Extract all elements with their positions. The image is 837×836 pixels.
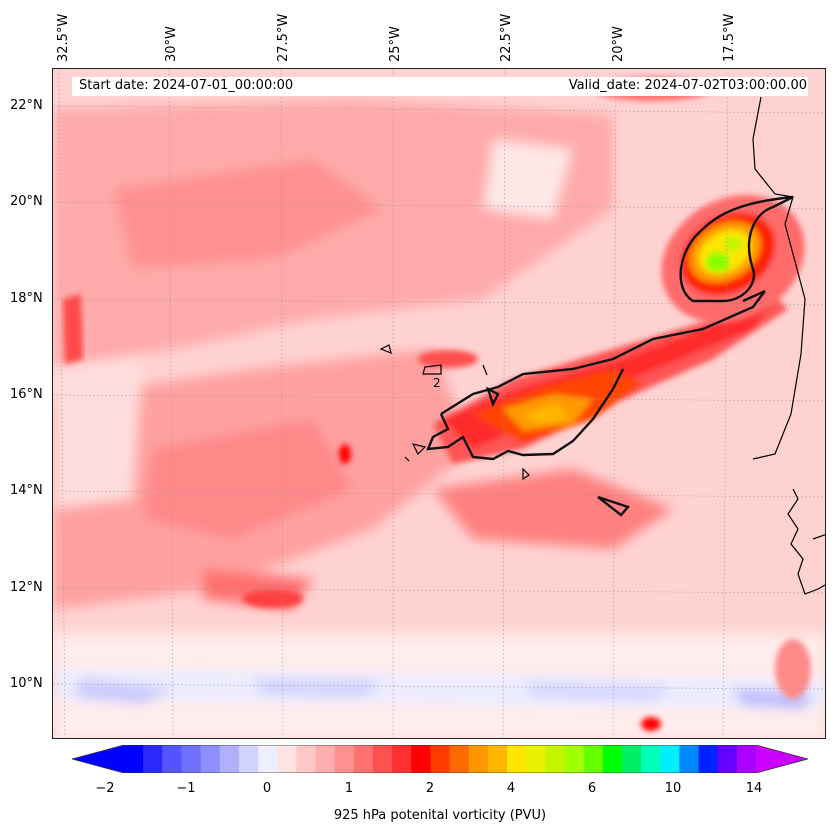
- cape-verde-islands: [379, 344, 530, 481]
- colorbar-swatch: [258, 745, 278, 773]
- lon-label-25w: 25°W: [388, 26, 403, 62]
- pv-west-edge-patch: [63, 294, 83, 364]
- colorbar-swatch: [143, 745, 163, 773]
- colorbar-swatch: [602, 745, 623, 773]
- colorbar-swatch: [238, 745, 259, 773]
- map-panel: 2: [52, 68, 826, 739]
- lon-label-20w: 20°W: [611, 26, 626, 62]
- info-bar: [72, 77, 808, 96]
- colorbar-swatch: [296, 745, 317, 773]
- colorbar-swatch: [507, 745, 527, 773]
- lat-label-20n: 20°N: [10, 194, 43, 209]
- colorbar-swatch: [392, 745, 412, 773]
- lat-label-10n: 10°N: [10, 676, 43, 691]
- lat-label-22n: 22°N: [10, 98, 43, 113]
- lon-label-32-5w: 32.5°W: [56, 13, 71, 62]
- colorbar-swatch: [277, 745, 297, 773]
- start-date-label: Start date: 2024-07-01_00:00:00: [79, 78, 294, 93]
- colorbar-swatch: [564, 745, 585, 773]
- colorbar-tick: 4: [506, 781, 516, 796]
- colorbar-tick: −2: [95, 781, 115, 796]
- colorbar-swatch: [449, 745, 470, 773]
- colorbar-swatch: [124, 745, 144, 773]
- lon-label-22-5w: 22.5°W: [499, 13, 514, 62]
- lon-label-17-5w: 17.5°W: [722, 13, 737, 62]
- colorbar-tick: 1: [344, 781, 354, 796]
- colorbar-swatch: [545, 745, 565, 773]
- colorbar-swatch: [315, 745, 336, 773]
- colorbar-swatch: [411, 745, 431, 773]
- pv-main-filament: [433, 294, 788, 464]
- pv-southern-band: [53, 139, 825, 738]
- lat-label-18n: 18°N: [10, 291, 43, 306]
- coastline: [752, 96, 825, 595]
- lat-label-14n: 14°N: [10, 483, 43, 498]
- colorbar-swatch: [334, 745, 355, 773]
- colorbar-extend-right: [756, 745, 808, 773]
- colorbar-tick: 10: [664, 781, 682, 796]
- colorbar-swatch: [353, 745, 374, 773]
- colorbar-swatch: [487, 745, 508, 773]
- colorbar-swatch: [660, 745, 680, 773]
- colorbar-extend-left: [72, 745, 124, 773]
- graticule: [53, 69, 825, 738]
- colorbar-swatch: [468, 745, 489, 773]
- colorbar-swatch: [621, 745, 642, 773]
- pv-field-map: 2: [53, 69, 825, 738]
- colorbar: [72, 745, 808, 773]
- lat-label-12n: 12°N: [10, 580, 43, 595]
- lon-label-27-5w: 27.5°W: [276, 13, 291, 62]
- colorbar-swatch: [526, 745, 546, 773]
- colorbar-swatch: [200, 745, 221, 773]
- colorbar-swatch: [698, 745, 719, 773]
- contour-label-2: 2: [433, 376, 441, 390]
- colorbar-swatch: [736, 745, 757, 773]
- colorbar-tick: 6: [587, 781, 597, 796]
- colorbar-tick: −1: [176, 781, 196, 796]
- colorbar-swatch: [181, 745, 202, 773]
- colorbar-tick: 0: [262, 781, 272, 796]
- lat-label-16n: 16°N: [10, 387, 43, 402]
- colorbar-swatch: [162, 745, 182, 773]
- valid-date-label: Valid_date: 2024-07-02T03:00:00.00: [568, 78, 807, 93]
- colorbar-tick: 14: [745, 781, 763, 796]
- colorbar-swatch: [679, 745, 700, 773]
- colorbar-swatch: [717, 745, 738, 773]
- colorbar-swatch: [430, 745, 451, 773]
- lon-label-30w: 30°W: [164, 26, 179, 62]
- pv-broad-field: [53, 99, 673, 609]
- colorbar-swatch: [641, 745, 661, 773]
- colorbar-swatch: [583, 745, 604, 773]
- colorbar-swatch: [372, 745, 393, 773]
- colorbar-label: 925 hPa potenital vorticity (PVU): [333, 808, 547, 823]
- colorbar-tick: 2: [425, 781, 435, 796]
- colorbar-swatch: [219, 745, 240, 773]
